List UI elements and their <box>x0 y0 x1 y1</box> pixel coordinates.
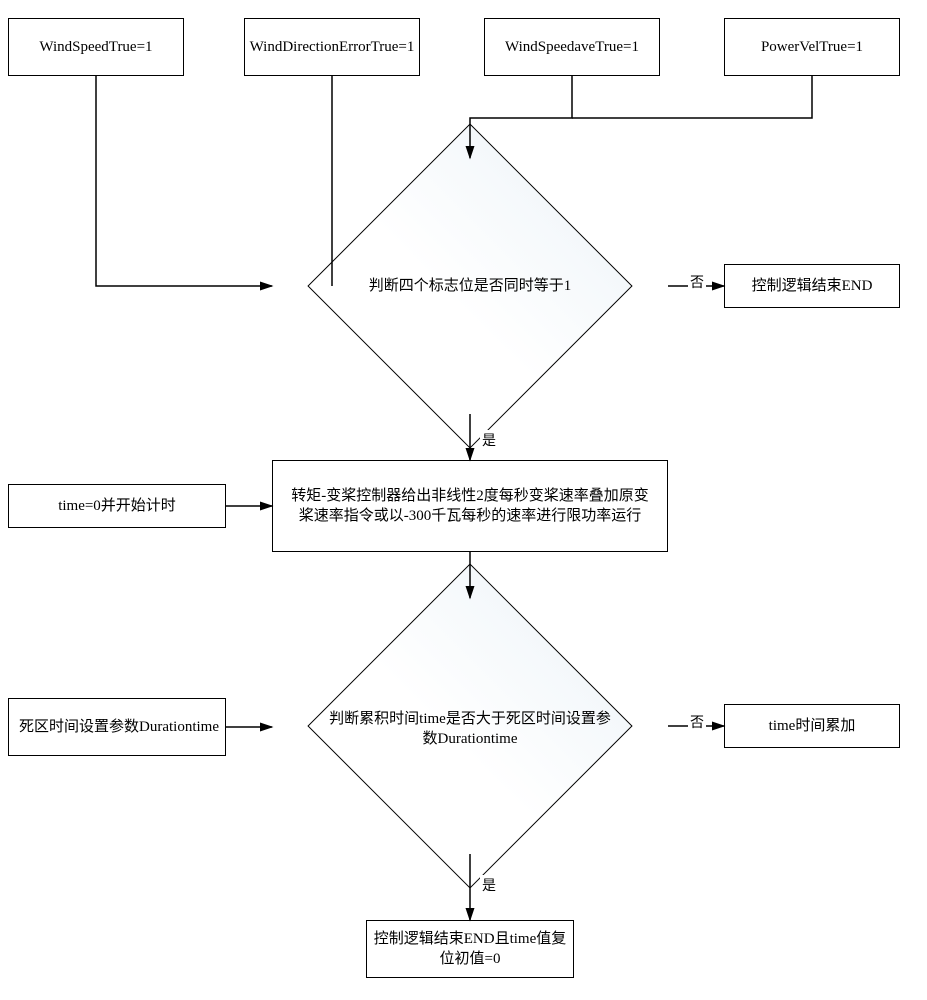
node-end1: 控制逻辑结束END <box>724 264 900 308</box>
edge-dec2-yes-label: 是 <box>480 875 498 895</box>
node-param: 死区时间设置参数Durationtime <box>8 698 226 756</box>
node-end2: 控制逻辑结束END且time值复位初值=0 <box>366 920 574 978</box>
node-input2: WindDirectionErrorTrue=1 <box>244 18 420 76</box>
node-input4: PowerVelTrue=1 <box>724 18 900 76</box>
node-proc: 转矩-变桨控制器给出非线性2度每秒变桨速率叠加原变桨速率指令或以-300千瓦每秒… <box>272 460 668 552</box>
node-dec2 <box>307 563 632 888</box>
edge-dec1-yes-label: 是 <box>480 430 498 450</box>
node-timer: time=0并开始计时 <box>8 484 226 528</box>
edge-dec1-no-label: 否 <box>688 272 706 292</box>
node-input1: WindSpeedTrue=1 <box>8 18 184 76</box>
node-accum: time时间累加 <box>724 704 900 748</box>
edge-dec2-no-label: 否 <box>688 712 706 732</box>
node-input3: WindSpeedaveTrue=1 <box>484 18 660 76</box>
node-dec1 <box>307 123 632 448</box>
